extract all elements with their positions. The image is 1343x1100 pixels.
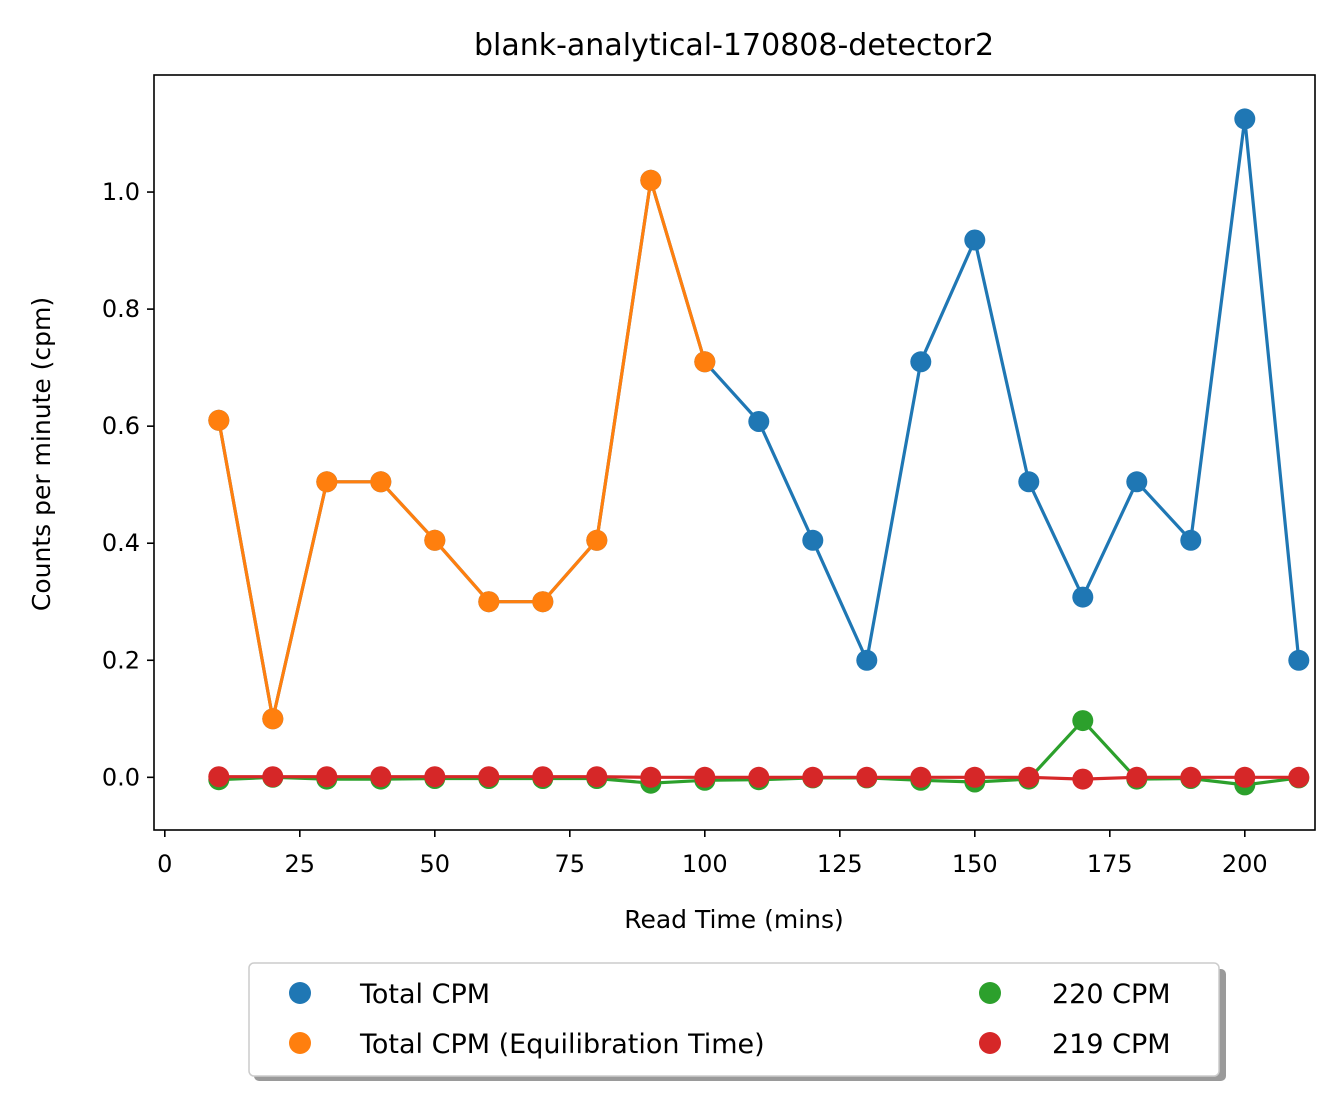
series-3-point xyxy=(316,766,338,788)
series-1-point xyxy=(424,529,446,551)
series-3-point xyxy=(586,766,608,788)
series-3-point xyxy=(1018,766,1040,788)
series-1-point xyxy=(694,351,716,373)
series-3-point xyxy=(910,766,932,788)
series-1-point xyxy=(532,591,554,613)
series-3-point xyxy=(802,766,824,788)
legend-label: Total CPM xyxy=(359,979,490,1010)
series-3-point xyxy=(1072,768,1094,790)
series-3-point xyxy=(748,766,770,788)
series-3-point xyxy=(1126,766,1148,788)
x-tick-label: 0 xyxy=(157,850,172,878)
series-1-point xyxy=(262,708,284,730)
series-3-point xyxy=(424,766,446,788)
y-tick-label: 0.8 xyxy=(102,295,140,323)
x-tick-label: 200 xyxy=(1222,850,1268,878)
x-tick-label: 100 xyxy=(682,850,728,878)
series-3-point xyxy=(478,766,500,788)
series-3-point xyxy=(1288,766,1310,788)
legend-marker xyxy=(979,1032,1001,1054)
series-0-point xyxy=(1018,471,1040,493)
y-tick-label: 0.2 xyxy=(102,646,140,674)
x-tick-label: 150 xyxy=(952,850,998,878)
series-3-point xyxy=(532,766,554,788)
legend-marker xyxy=(289,982,311,1004)
x-tick-label: 175 xyxy=(1087,850,1133,878)
series-0-point xyxy=(1126,471,1148,493)
y-tick-label: 1.0 xyxy=(102,178,140,206)
series-3-point xyxy=(208,766,230,788)
series-0-point xyxy=(1072,586,1094,608)
series-1-point xyxy=(316,471,338,493)
legend-label: Total CPM (Equilibration Time) xyxy=(359,1029,765,1060)
series-line-1 xyxy=(217,178,707,721)
y-tick-label: 0.0 xyxy=(102,763,140,791)
x-tick-label: 125 xyxy=(817,850,863,878)
series-3-point xyxy=(694,766,716,788)
plot-marks xyxy=(208,108,1310,796)
series-1-point xyxy=(208,409,230,431)
series-3-point xyxy=(370,766,392,788)
series-1-point xyxy=(640,169,662,191)
x-tick-label: 25 xyxy=(285,850,316,878)
series-0-point xyxy=(1288,649,1310,671)
chart-title: blank-analytical-170808-detector2 xyxy=(474,28,994,63)
series-0-point xyxy=(1234,108,1256,130)
series-3-point xyxy=(1180,766,1202,788)
legend-label: 219 CPM xyxy=(1052,1029,1171,1060)
series-3-point xyxy=(856,766,878,788)
series-1-point xyxy=(370,471,392,493)
plot-frame xyxy=(153,74,1316,831)
y-axis-label: Counts per minute (cpm) xyxy=(27,297,56,611)
legend-label: 220 CPM xyxy=(1052,979,1171,1010)
series-3-point xyxy=(1234,766,1256,788)
series-3-point xyxy=(262,766,284,788)
x-axis-label: Read Time (mins) xyxy=(624,905,844,934)
legend: Total CPM Total CPM (Equilibration Time) 2… xyxy=(248,962,1226,1081)
legend-marker xyxy=(979,982,1001,1004)
series-0-point xyxy=(1180,529,1202,551)
y-tick-label: 0.4 xyxy=(102,529,140,557)
x-tick-label: 75 xyxy=(555,850,586,878)
legend-marker xyxy=(289,1032,311,1054)
legend-box xyxy=(248,962,1220,1077)
series-3-point xyxy=(964,766,986,788)
series-0-point xyxy=(856,649,878,671)
series-3-point xyxy=(640,766,662,788)
series-0-point xyxy=(910,351,932,373)
y-tick-label: 0.6 xyxy=(102,412,140,440)
series-0-point xyxy=(802,529,824,551)
series-1-point xyxy=(478,591,500,613)
series-1-point xyxy=(586,529,608,551)
y-axis-ticks: 0.0 0.2 0.4 0.6 0.8 1.0 xyxy=(102,178,154,791)
series-0-point xyxy=(964,229,986,251)
series-2-point xyxy=(1072,710,1094,732)
x-axis-ticks: 0 25 50 75 100 125 150 175 200 xyxy=(157,830,1268,878)
x-tick-label: 50 xyxy=(420,850,451,878)
series-0-point xyxy=(748,411,770,432)
